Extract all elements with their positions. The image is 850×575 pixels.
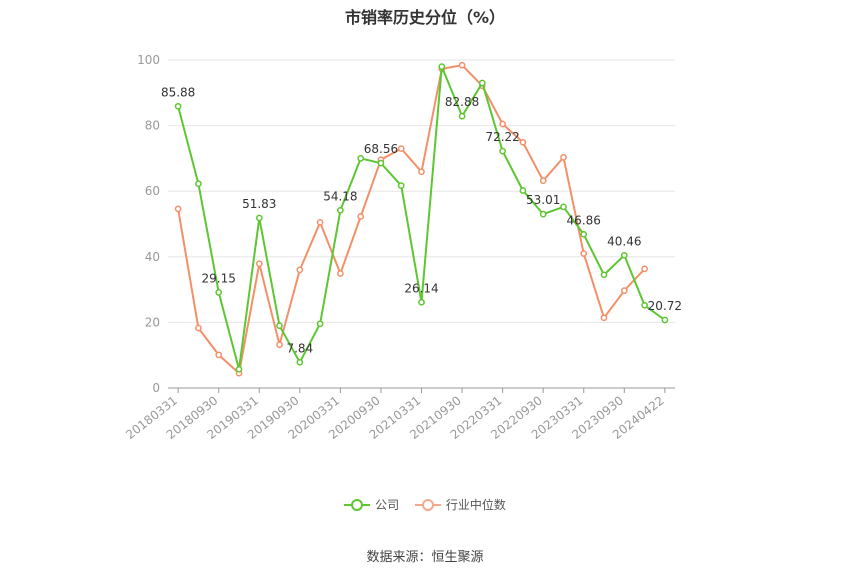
data-point-company [174, 102, 182, 110]
data-point-company [438, 63, 446, 70]
data-point-company [600, 271, 608, 279]
legend: 公司 行业中位数 [0, 496, 850, 515]
data-point-company [235, 365, 243, 373]
data-point-company [337, 206, 344, 214]
data-label: 40.46 [607, 234, 641, 248]
data-point-company [418, 298, 425, 306]
legend-swatch-company [344, 498, 371, 511]
chart-title: 市销率历史分位（%） [344, 8, 506, 27]
data-point-industry [357, 213, 365, 220]
data-point-industry [539, 177, 547, 185]
legend-label-industry: 行业中位数 [445, 498, 506, 512]
data-point-industry [397, 145, 405, 152]
data-point-company [620, 251, 628, 259]
y-tick-label: 40 [145, 250, 160, 264]
legend-swatch-industry [414, 498, 441, 511]
data-label: 20.72 [648, 299, 682, 313]
data-point-company [377, 159, 385, 167]
data-source: 数据来源：恒生聚源 [366, 550, 484, 565]
data-point-industry [195, 324, 202, 332]
data-point-company [539, 210, 547, 218]
data-point-industry [620, 287, 628, 294]
legend-label-company: 公司 [375, 498, 400, 512]
data-point-industry [499, 120, 506, 128]
data-label: 51.83 [242, 197, 276, 211]
data-point-company [215, 289, 223, 296]
y-tick-label: 80 [145, 119, 160, 133]
data-point-company [195, 180, 202, 188]
data-label: 54.18 [323, 189, 357, 203]
data-label: 7.84 [286, 341, 313, 355]
y-tick-label: 100 [137, 53, 160, 67]
data-label: 85.88 [161, 85, 195, 99]
data-point-company [661, 316, 669, 324]
data-point-industry [255, 260, 263, 268]
data-point-company [276, 322, 283, 330]
data-label: 72.22 [485, 130, 519, 144]
data-point-industry [580, 250, 588, 257]
data-point-industry [641, 265, 648, 273]
data-point-industry [600, 314, 608, 322]
data-point-industry [560, 154, 567, 161]
data-label: 29.15 [202, 271, 236, 285]
data-point-company [458, 112, 466, 120]
legend-item-company[interactable]: 公司 [344, 496, 399, 513]
data-point-industry [215, 351, 223, 359]
data-label: 53.01 [526, 193, 560, 207]
data-point-company [316, 320, 324, 328]
data-point-company [519, 187, 527, 194]
data-point-industry [276, 341, 283, 349]
data-point-company [580, 230, 588, 238]
data-point-industry [316, 219, 324, 226]
data-label: 46.86 [567, 213, 601, 227]
data-point-company [255, 214, 263, 222]
data-point-company [357, 155, 365, 162]
y-tick-label: 20 [145, 315, 160, 329]
data-point-company [560, 203, 567, 211]
data-point-industry [418, 168, 425, 176]
y-tick-label: 60 [145, 184, 160, 198]
data-point-company [478, 79, 486, 87]
y-tick-label: 0 [152, 381, 160, 395]
data-label: 26.14 [404, 281, 438, 295]
data-point-industry [519, 138, 527, 146]
data-point-company [499, 147, 506, 155]
data-point-company [296, 358, 304, 366]
data-label: 82.88 [445, 95, 479, 109]
data-point-industry [296, 266, 304, 274]
legend-item-industry[interactable]: 行业中位数 [414, 496, 506, 513]
data-point-company [397, 182, 405, 189]
data-point-industry [458, 61, 466, 69]
data-point-company [641, 301, 648, 309]
data-label: 68.56 [364, 142, 398, 156]
data-point-industry [174, 205, 182, 213]
data-point-industry [337, 270, 344, 277]
series-line-industry [177, 64, 646, 376]
